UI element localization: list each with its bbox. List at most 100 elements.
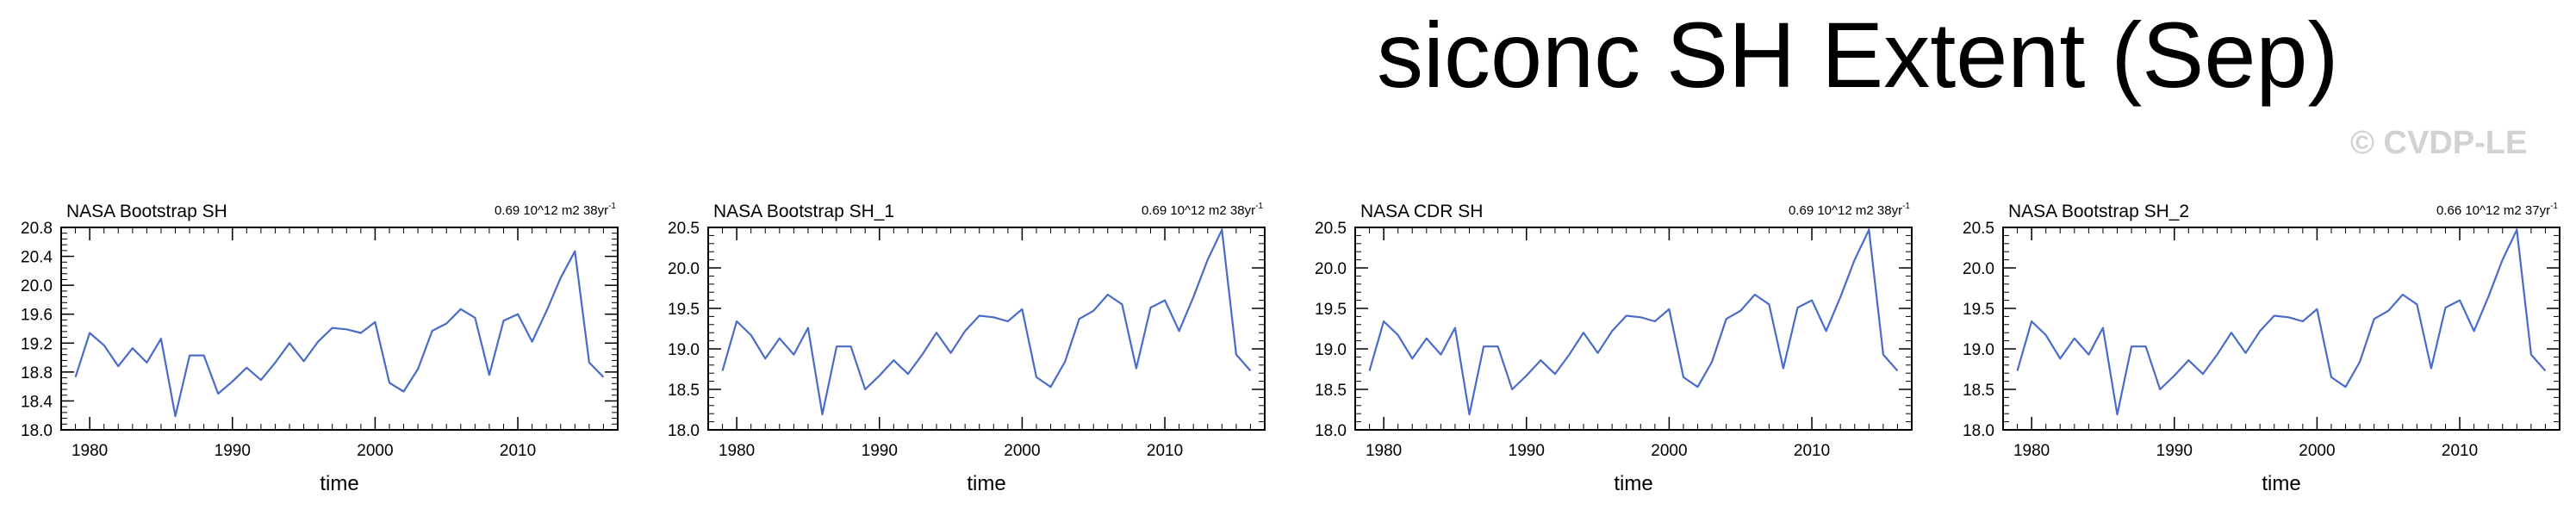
data-point <box>601 376 605 379</box>
data-point <box>1178 329 1181 333</box>
data-point <box>2073 337 2076 340</box>
data-point <box>2116 413 2119 416</box>
data-point <box>992 315 995 319</box>
data-point <box>331 326 334 330</box>
data-point <box>1825 329 1828 333</box>
data-point <box>835 345 838 348</box>
data-point <box>750 333 753 337</box>
data-point <box>1610 329 1614 333</box>
data-point <box>2315 308 2318 311</box>
plot-frame <box>2002 227 2560 431</box>
data-point <box>1767 302 1770 306</box>
x-tick-label: 2000 <box>1651 442 1687 460</box>
data-point <box>116 364 120 368</box>
data-point <box>2258 329 2262 333</box>
y-tick-label: 20.0 <box>668 260 700 278</box>
data-point <box>103 344 106 347</box>
data-point <box>88 332 91 335</box>
plot-frame <box>1354 227 1913 431</box>
x-tick-label: 2010 <box>500 442 536 460</box>
data-point <box>431 329 434 333</box>
data-point <box>373 320 376 324</box>
data-point <box>2515 228 2518 232</box>
data-point <box>1739 309 1742 313</box>
data-point <box>145 361 148 364</box>
data-series-line <box>721 228 1252 416</box>
x-axis-label: time <box>1614 472 1652 495</box>
data-point <box>416 368 420 371</box>
data-point <box>1795 306 1799 309</box>
y-tick-label: 18.8 <box>21 364 53 382</box>
data-point <box>721 369 725 372</box>
data-point <box>2529 353 2533 357</box>
data-point <box>935 331 938 334</box>
data-point <box>1567 353 1571 357</box>
data-point <box>188 354 191 357</box>
data-point <box>1895 369 1899 372</box>
y-tick-label: 18.4 <box>21 393 53 411</box>
data-point <box>245 366 248 370</box>
data-point <box>849 345 853 348</box>
data-point <box>1553 372 1557 376</box>
data-point <box>259 378 263 382</box>
data-point <box>573 250 576 253</box>
data-point <box>359 332 363 335</box>
data-point <box>792 353 795 357</box>
data-point <box>345 327 348 331</box>
y-tick-label: 20.5 <box>1963 220 1994 238</box>
data-point <box>1035 376 1038 379</box>
x-tick-label: 2000 <box>357 442 393 460</box>
y-tick-label: 20.8 <box>21 220 53 238</box>
x-axis-label: time <box>967 472 1005 495</box>
chart-panel-3: 1980 1990 2000 2010 18.0 18.5 19.0 19.5 20.0 20.5… <box>1315 202 1913 495</box>
data-point <box>159 337 163 340</box>
data-point <box>445 322 448 326</box>
data-point <box>2130 345 2133 348</box>
x-axis-label: time <box>320 472 358 495</box>
data-point <box>1753 293 1757 296</box>
data-point <box>2344 385 2348 389</box>
data-point <box>863 388 867 391</box>
data-point <box>2030 320 2033 323</box>
plot-frame <box>707 227 1266 431</box>
y-tick-label: 18.5 <box>668 382 700 400</box>
data-point <box>920 353 924 357</box>
data-point <box>1667 308 1671 311</box>
data-point <box>2486 295 2490 299</box>
data-point <box>963 329 967 333</box>
data-series-line <box>74 250 605 418</box>
data-point <box>2158 388 2162 391</box>
data-point <box>2415 302 2418 306</box>
data-point <box>1439 353 1442 357</box>
data-point <box>1810 299 1814 302</box>
trend-label: 0.69 10^12 m2 38yr-1 <box>1789 202 1910 218</box>
y-tick-label: 18.0 <box>668 422 700 440</box>
data-point <box>821 413 824 416</box>
trend-label: 0.69 10^12 m2 38yr-1 <box>495 202 616 218</box>
data-point <box>1625 314 1628 317</box>
y-tick-label: 19.5 <box>1315 301 1347 319</box>
x-tick-label: 1980 <box>719 442 755 460</box>
x-tick-label: 2010 <box>1794 442 1830 460</box>
data-point <box>2430 367 2433 370</box>
x-tick-label: 1980 <box>2013 442 2050 460</box>
data-point <box>1078 317 1081 320</box>
data-point <box>1120 302 1123 306</box>
y-tick-label: 18.0 <box>1963 422 1994 440</box>
plot-frame <box>60 227 619 431</box>
data-point <box>2215 353 2218 357</box>
y-tick-label: 18.5 <box>1963 382 1994 400</box>
chart-panel-4: 1980 1990 2000 2010 18.0 18.5 19.0 19.5 20.0 20.5… <box>1963 202 2560 495</box>
x-tick-label: 1980 <box>1366 442 1402 460</box>
figure-title: siconc SH Extent (Sep) <box>1377 3 2339 107</box>
data-point <box>1382 320 1385 323</box>
data-point <box>2330 376 2333 379</box>
data-point <box>2144 345 2148 348</box>
chart-panel-2: 1980 1990 2000 2010 18.0 18.5 19.0 19.5 20.0 20.5… <box>668 202 1266 495</box>
data-point <box>2458 299 2461 302</box>
data-point <box>1063 360 1067 364</box>
data-point <box>2443 306 2447 309</box>
x-axis-label: time <box>2262 472 2300 495</box>
x-tick-label: 1990 <box>2156 442 2193 460</box>
data-point <box>2373 317 2376 320</box>
